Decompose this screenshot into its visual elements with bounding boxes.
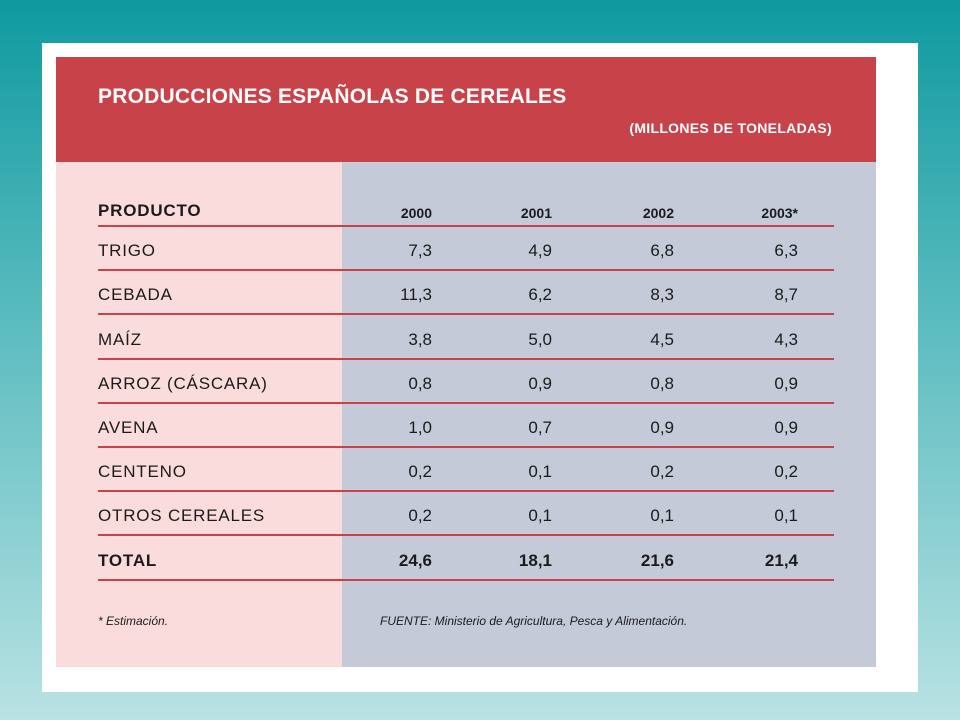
page-title: PRODUCCIONES ESPAÑOLAS DE CEREALES (98, 85, 567, 108)
row-label: ARROZ (CÁSCARA) (98, 373, 268, 393)
table-header-row: PRODUCTO 2000 2001 2002 2003* (98, 195, 834, 227)
page-subtitle: (MILLONES DE TONELADAS) (629, 120, 832, 136)
row-value: 6,8 (650, 241, 674, 261)
row-value: 0,2 (408, 506, 432, 526)
row-label: CENTENO (98, 462, 187, 482)
table-total-row: TOTAL 24,6 18,1 21,6 21,4 (98, 536, 834, 581)
row-value: 3,8 (408, 329, 432, 349)
table-row: OTROS CEREALES 0,2 0,1 0,1 0,1 (98, 492, 834, 537)
table-row: MAÍZ 3,8 5,0 4,5 4,3 (98, 315, 834, 360)
table-row: CENTENO 0,2 0,1 0,2 0,2 (98, 448, 834, 493)
row-value: 0,8 (650, 373, 674, 393)
row-value: 0,9 (528, 373, 552, 393)
row-label: OTROS CEREALES (98, 506, 266, 526)
table-row: AVENA 1,0 0,7 0,9 0,9 (98, 404, 834, 448)
source-note: FUENTE: Ministerio de Agricultura, Pesca… (380, 614, 688, 628)
row-value: 0,2 (408, 462, 432, 482)
total-value: 21,6 (640, 550, 674, 570)
row-value: 1,0 (408, 417, 432, 437)
data-table: PRODUCTO 2000 2001 2002 2003* TRIGO 7,3 … (98, 195, 834, 581)
table-card: PRODUCCIONES ESPAÑOLAS DE CEREALES (MILL… (56, 57, 876, 667)
row-value: 4,3 (774, 329, 798, 349)
header-year-2000: 2000 (400, 205, 432, 221)
row-value: 0,7 (528, 417, 552, 437)
total-value: 18,1 (518, 550, 552, 570)
row-value: 4,9 (528, 241, 552, 261)
row-label: TRIGO (98, 241, 156, 261)
row-value: 0,1 (528, 506, 552, 526)
footnote: * Estimación. (98, 614, 169, 628)
row-value: 5,0 (528, 329, 552, 349)
row-value: 0,9 (774, 373, 798, 393)
table-row: CEBADA 11,3 6,2 8,3 8,7 (98, 271, 834, 316)
total-label: TOTAL (98, 550, 158, 570)
row-value: 0,2 (774, 462, 798, 482)
row-value: 6,3 (774, 241, 798, 261)
header-year-2001: 2001 (520, 205, 552, 221)
header-year-2002: 2002 (642, 205, 674, 221)
row-label: AVENA (98, 417, 159, 437)
row-value: 0,9 (774, 417, 798, 437)
table-row: ARROZ (CÁSCARA) 0,8 0,9 0,8 0,9 (98, 360, 834, 404)
row-label: MAÍZ (98, 329, 142, 349)
header-year-2003: 2003* (761, 205, 798, 221)
row-value: 0,1 (774, 506, 798, 526)
title-banner: PRODUCCIONES ESPAÑOLAS DE CEREALES (MILL… (56, 57, 876, 162)
row-value: 6,2 (528, 285, 552, 305)
table-row: TRIGO 7,3 4,9 6,8 6,3 (98, 227, 834, 272)
row-value: 0,9 (650, 417, 674, 437)
row-value: 7,3 (408, 241, 432, 261)
row-value: 8,7 (774, 285, 798, 305)
total-value: 24,6 (398, 550, 432, 570)
row-value: 4,5 (650, 329, 674, 349)
row-value: 11,3 (400, 285, 432, 305)
row-value: 8,3 (650, 285, 674, 305)
header-producto: PRODUCTO (98, 201, 202, 220)
row-value: 0,1 (528, 462, 552, 482)
row-value: 0,2 (650, 462, 674, 482)
total-value: 21,4 (764, 550, 798, 570)
row-value: 0,8 (408, 373, 432, 393)
row-value: 0,1 (650, 506, 674, 526)
slide-sheet: PRODUCCIONES ESPAÑOLAS DE CEREALES (MILL… (42, 43, 918, 692)
row-label: CEBADA (98, 285, 173, 305)
